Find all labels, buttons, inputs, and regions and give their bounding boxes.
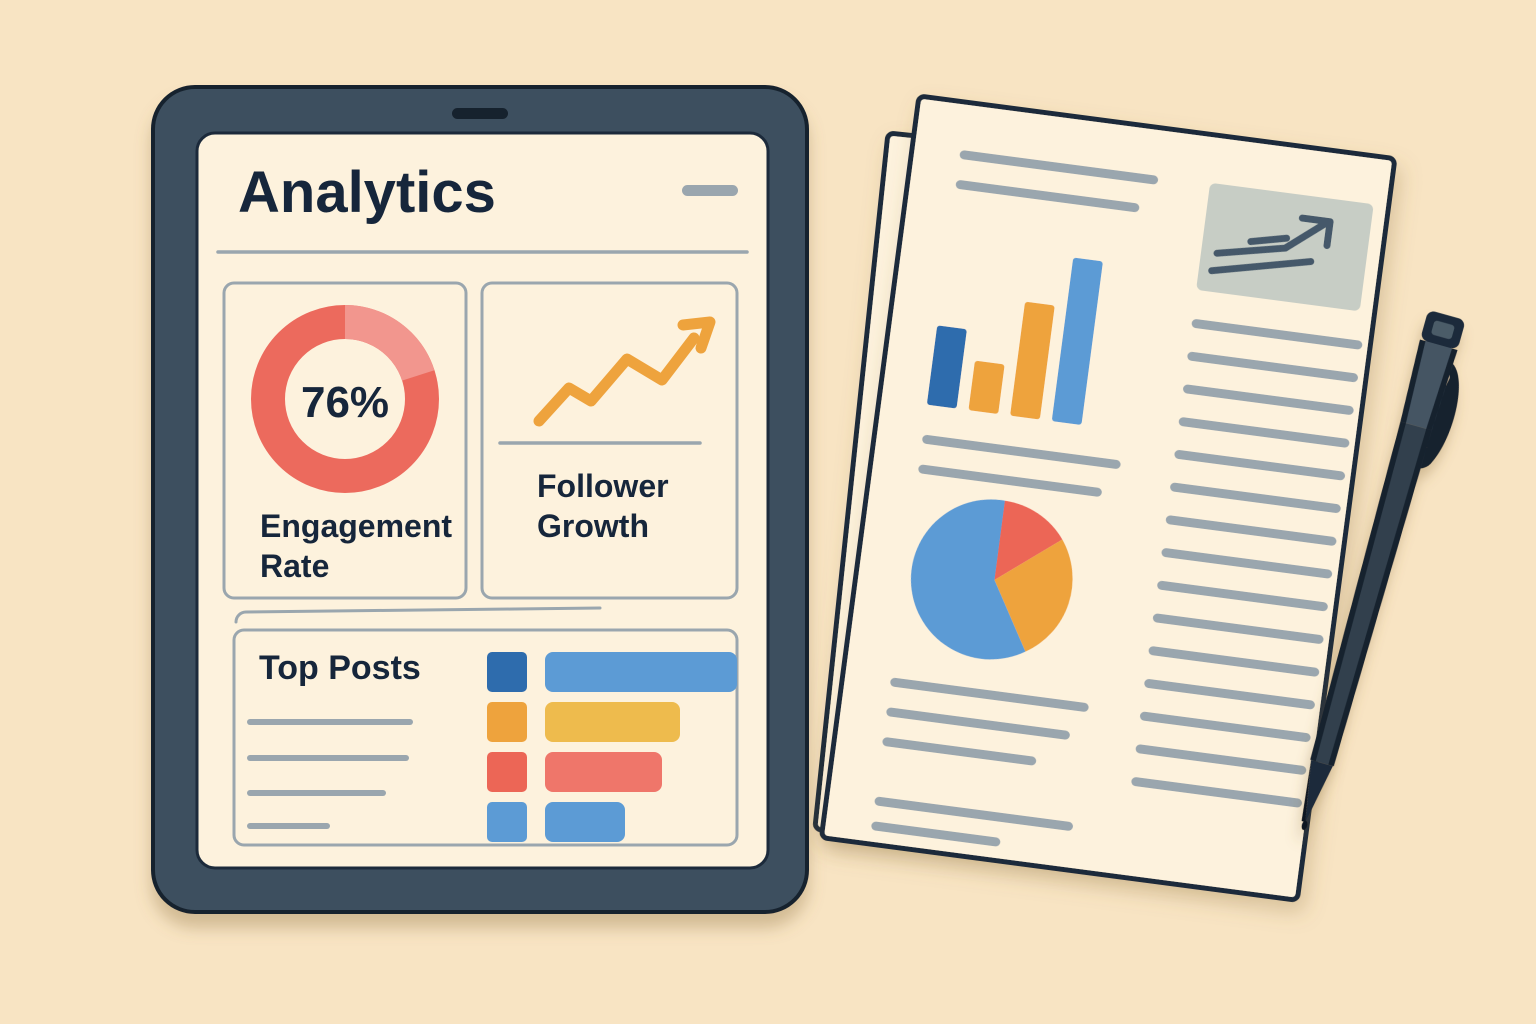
svg-text:Follower: Follower: [537, 468, 669, 504]
svg-text:Engagement: Engagement: [260, 508, 452, 544]
svg-text:Rate: Rate: [260, 548, 329, 584]
svg-text:76%: 76%: [301, 378, 389, 427]
svg-text:Growth: Growth: [537, 508, 649, 544]
svg-text:Top Posts: Top Posts: [259, 649, 421, 687]
svg-text:Analytics: Analytics: [238, 160, 496, 225]
